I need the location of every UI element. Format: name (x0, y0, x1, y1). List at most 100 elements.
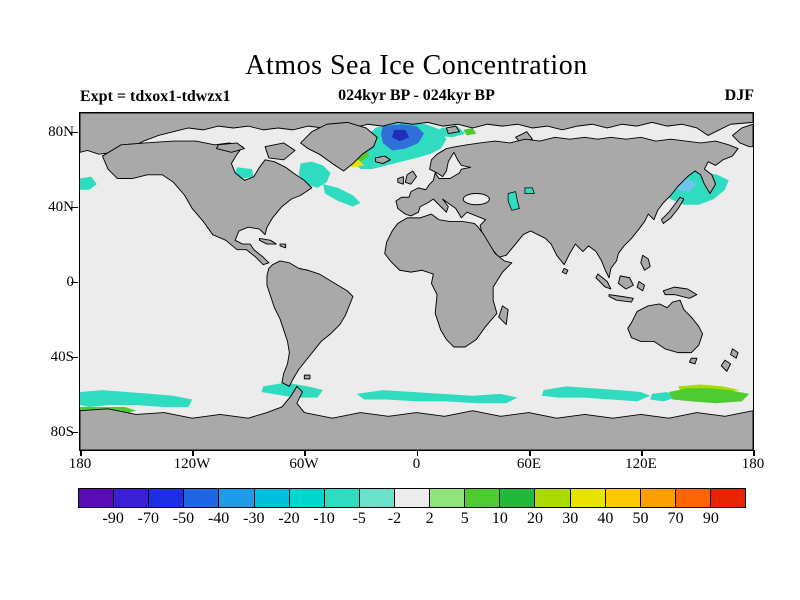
island-java (608, 294, 634, 303)
anomaly-southern-africa-cyan (356, 390, 518, 404)
island-new-guinea (662, 286, 698, 299)
map-frame (79, 112, 754, 451)
island-uk (404, 170, 417, 185)
lat-axis-tick (71, 131, 78, 133)
continent-north-america (101, 140, 313, 266)
lat-tick-label: 80N (48, 123, 74, 140)
world-map-svg (80, 113, 753, 450)
colorbar-tick-label: 20 (527, 510, 544, 527)
colorbar-segment (605, 489, 641, 507)
island-borneo (617, 275, 634, 290)
colorbar-tick-label: -20 (278, 510, 300, 527)
continent-antarctica (80, 385, 753, 450)
island-philippines (640, 254, 651, 271)
experiment-label: Expt = tdxox1-tdwzx1 (80, 88, 231, 105)
anomaly-caspian-cyan (507, 191, 520, 211)
season-label: DJF (724, 87, 754, 104)
island-greenland (300, 121, 378, 172)
colorbar-segment (535, 489, 571, 507)
anomaly-southern-australia-cyan (541, 386, 651, 402)
continent-africa (384, 213, 513, 348)
island-new-zealand-north (730, 348, 739, 359)
lon-axis-tick (753, 450, 755, 456)
lon-tick-label: 180 (68, 456, 92, 472)
island-svalbard (445, 125, 460, 135)
lat-axis-tick (71, 206, 78, 208)
anomaly-labrador-cyan (298, 161, 331, 188)
colorbar-segment (640, 489, 676, 507)
anomaly-norwegian-sea-dark-blue (392, 129, 410, 142)
colorbar-tick-label: 70 (667, 510, 684, 527)
colorbar-segment (570, 489, 606, 507)
lon-axis-tick (416, 450, 418, 456)
lat-tick-label: 80S (50, 423, 74, 440)
lat-axis-tick (71, 431, 78, 433)
anomaly-bering-west-cyan (80, 176, 97, 190)
colorbar-tick-label: 50 (632, 510, 649, 527)
island-new-zealand-south (720, 359, 732, 372)
anomaly-southern-left-cyan (80, 390, 193, 407)
lon-tick-label: 120W (173, 456, 211, 472)
colorbar-segment (114, 489, 150, 507)
lat-tick-label: 40S (50, 348, 74, 365)
colorbar-tick-label: 10 (491, 510, 508, 527)
continent-australia (627, 299, 703, 354)
colorbar-tick-label: -2 (387, 510, 402, 527)
island-victoria (216, 142, 245, 153)
colorbar-segment (149, 489, 185, 507)
colorbar-tick-label: 5 (460, 510, 469, 527)
colorbar-segment (79, 489, 115, 507)
lon-tick-label: 60W (289, 456, 319, 472)
colorbar-tick-label: -40 (207, 510, 230, 527)
colorbar-tick-label: -5 (352, 510, 366, 527)
colorbar-tick-label: -70 (137, 510, 159, 527)
lat-tick-label: 0 (30, 273, 75, 291)
island-japan (660, 196, 685, 224)
land-masses (80, 113, 753, 450)
anomaly-barents-green (463, 127, 477, 136)
anomaly-southern-right-green (668, 388, 750, 404)
lon-axis-tick (641, 450, 643, 456)
island-baffin (264, 142, 296, 161)
arctic-ice-band (80, 113, 753, 155)
colorbar-tick-label: -90 (102, 510, 124, 527)
island-cuba (258, 237, 277, 245)
colorbar-tick-label: 2 (425, 510, 434, 527)
colorbar-segment (219, 489, 255, 507)
lon-axis-tick (80, 450, 82, 456)
lon-tick-label: 0 (412, 456, 421, 472)
island-sri-lanka (561, 267, 569, 275)
black-sea (462, 193, 490, 206)
colorbar-segment (430, 489, 466, 507)
lat-tick-label: 40N (48, 198, 74, 215)
colorbar-tick-label: -30 (243, 510, 265, 527)
colorbar-segment (289, 489, 325, 507)
colorbar-segment (254, 489, 290, 507)
colorbar-tick-label: -10 (313, 510, 335, 527)
colorbar-tick-label: -50 (172, 510, 195, 527)
anomaly-aral-cyan (524, 187, 535, 194)
colorbar-tick-label: 40 (597, 510, 614, 527)
colorbar (78, 488, 746, 508)
island-tasmania (688, 357, 698, 365)
anomaly-southern-samerica-cyan (261, 382, 324, 398)
island-sulawesi (636, 281, 646, 292)
period-label: 024kyr BP - 024kyr BP (338, 87, 495, 104)
colorbar-segment (324, 489, 360, 507)
lon-axis-tick (304, 450, 306, 456)
anomaly-southern-right-cyan (650, 391, 677, 402)
island-iceland (374, 155, 391, 165)
colorbar-segment (710, 489, 746, 507)
colorbar-segment (359, 489, 395, 507)
lon-axis-tick (192, 450, 194, 456)
colorbar-tick-label: 90 (702, 510, 719, 527)
colorbar-segment (675, 489, 711, 507)
continent-south-america (266, 260, 354, 387)
island-madagascar (498, 305, 509, 326)
colorbar-segment (465, 489, 501, 507)
arctic-right-chunk (731, 123, 753, 148)
lat-axis-tick (71, 281, 78, 283)
colorbar-labels: -90 -70 -50 -40 -30 -20 -10 -5 -2 2 5 10 20 30 40 50 70 9… (78, 510, 746, 532)
lon-tick-label: 60E (516, 456, 542, 472)
